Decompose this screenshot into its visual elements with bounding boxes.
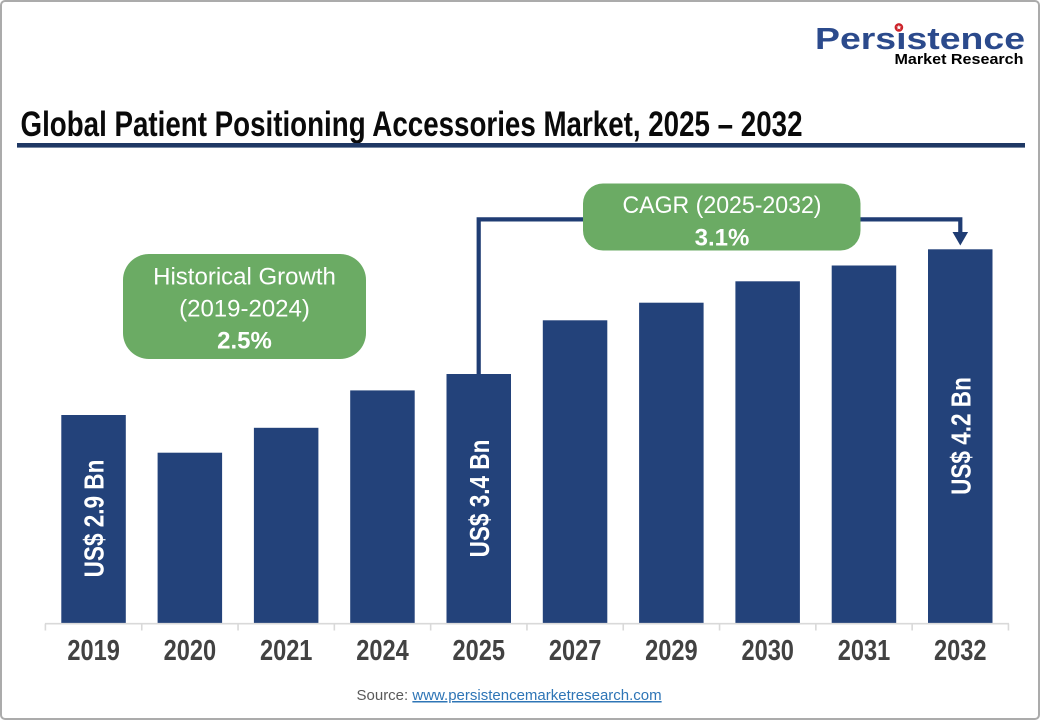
svg-text:2030: 2030 [741,634,794,666]
svg-text:2032: 2032 [934,634,987,666]
svg-text:2021: 2021 [260,634,313,666]
svg-text:2.5%: 2.5% [217,328,272,355]
svg-text:Historical Growth: Historical Growth [153,264,336,291]
svg-text:(2019-2024): (2019-2024) [179,296,310,323]
svg-text:Source: www.persistencemarketr: Source: www.persistencemarketresearch.co… [357,687,662,704]
svg-text:US$ 3.4 Bn: US$ 3.4 Bn [464,440,495,558]
svg-text:US$ 4.2 Bn: US$ 4.2 Bn [945,377,976,495]
svg-text:2019: 2019 [67,634,120,666]
svg-text:Market Research: Market Research [895,52,1024,68]
svg-text:CAGR (2025-2032): CAGR (2025-2032) [623,192,822,219]
svg-text:2029: 2029 [645,634,698,666]
svg-text:2027: 2027 [549,634,602,666]
svg-text:Persıstence: Persıstence [815,22,1025,56]
svg-text:3.1%: 3.1% [695,224,750,251]
svg-text:2024: 2024 [356,634,409,666]
svg-text:2020: 2020 [164,634,217,666]
svg-text:2025: 2025 [453,634,506,666]
svg-text:Global Patient Positioning Acc: Global Patient Positioning Accessories M… [21,104,803,144]
svg-text:US$ 2.9 Bn: US$ 2.9 Bn [79,460,110,578]
svg-text:2031: 2031 [838,634,891,666]
